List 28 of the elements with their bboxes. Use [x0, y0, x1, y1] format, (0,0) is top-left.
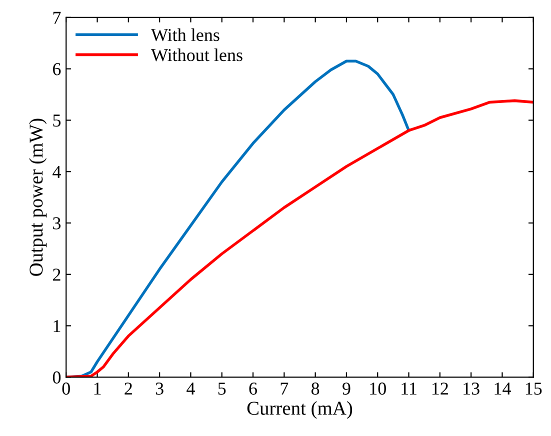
- x-tick-label: 15: [526, 382, 542, 395]
- legend-label: With lens: [151, 28, 220, 42]
- x-tick-label: 0: [62, 382, 70, 395]
- x-tick-label: 8: [311, 382, 320, 395]
- x-tick-label: 4: [186, 382, 195, 395]
- y-tick-label: 6: [53, 63, 61, 76]
- y-tick-label: 5: [53, 114, 61, 127]
- y-tick-label: 0: [52, 371, 61, 384]
- legend-label: Without lens: [151, 48, 242, 62]
- y-tick-label: 3: [53, 217, 61, 230]
- x-tick-label: 2: [124, 382, 132, 395]
- x-tick-label: 11: [402, 382, 416, 395]
- x-tick-label: 7: [280, 382, 288, 395]
- x-tick-label: 6: [249, 382, 257, 395]
- y-tick-label: 7: [53, 12, 61, 24]
- x-tick-label: 9: [342, 382, 350, 395]
- x-tick-label: 5: [218, 382, 226, 395]
- y-axis-title: Output power (mW): [29, 118, 47, 276]
- x-axis-title: Current (mA): [247, 401, 352, 419]
- y-tick-label: 4: [52, 166, 61, 178]
- x-tick-label: 13: [464, 382, 480, 395]
- x-tick-label: 10: [370, 382, 386, 395]
- x-tick-label: 1: [94, 382, 101, 395]
- y-tick-label: 1: [54, 320, 60, 332]
- x-tick-label: 12: [432, 382, 448, 395]
- x-tick-label: 14: [494, 382, 511, 395]
- y-tick-label: 2: [53, 268, 60, 281]
- x-tick-label: 3: [156, 382, 164, 395]
